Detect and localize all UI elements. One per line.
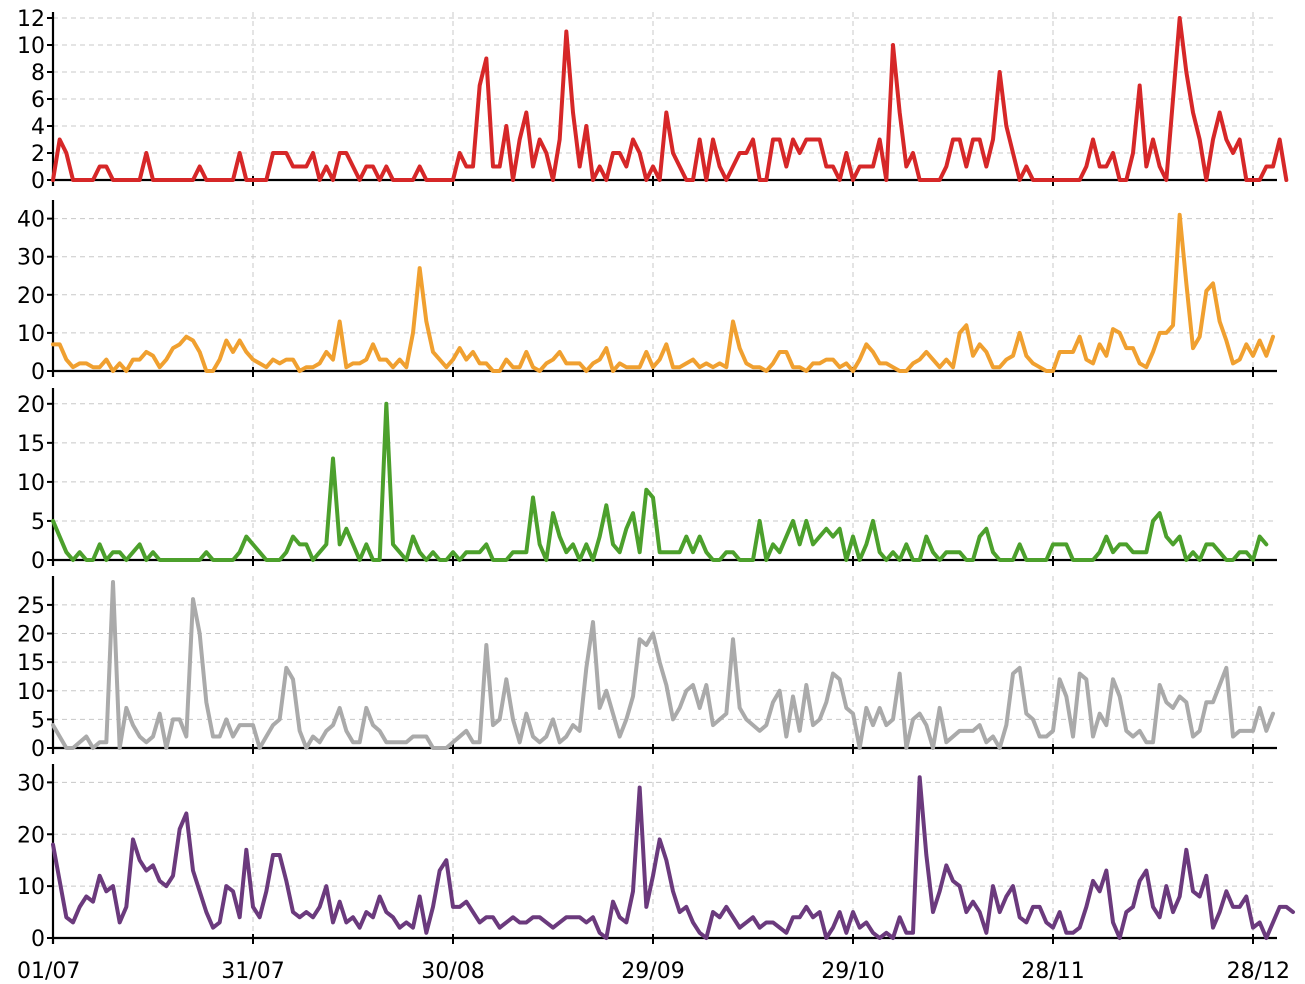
- y-tick-label: 12: [17, 7, 45, 32]
- y-tick-label: 20: [17, 623, 45, 648]
- series-line-4: [51, 580, 1276, 750]
- x-tick-label: 30/08: [421, 959, 484, 984]
- y-tick-label: 15: [17, 432, 45, 457]
- y-tick-label: 20: [17, 823, 45, 848]
- y-tick-label: 8: [31, 61, 45, 86]
- x-tick-label: 28/12: [1227, 959, 1290, 984]
- x-tick-label: 29/10: [821, 959, 884, 984]
- y-tick-label: 40: [17, 208, 45, 233]
- y-tick-label: 10: [17, 34, 45, 59]
- y-tick-label: 5: [31, 510, 45, 535]
- y-tick-label: 0: [31, 737, 45, 762]
- y-tick-label: 0: [31, 360, 45, 385]
- series-line-3: [51, 401, 1269, 562]
- y-tick-label: 20: [17, 284, 45, 309]
- y-tick-label: 0: [31, 549, 45, 574]
- y-tick-label: 0: [31, 169, 45, 194]
- y-tick-label: 6: [31, 88, 45, 113]
- y-tick-label: 0: [31, 927, 45, 952]
- y-tick-label: 4: [31, 115, 45, 140]
- series-line-1: [51, 16, 1289, 182]
- y-tick-label: 30: [17, 771, 45, 796]
- y-tick-label: 10: [17, 471, 45, 496]
- panel-5: 0 10 20 30: [17, 764, 1296, 952]
- panel-4: 0 5 10 15 20 25: [17, 576, 1277, 762]
- y-tick-label: 30: [17, 246, 45, 271]
- y-tick-label: 10: [17, 875, 45, 900]
- y-tick-label: 25: [17, 594, 45, 619]
- y-tick-label: 15: [17, 651, 45, 676]
- y-tick-label: 5: [31, 708, 45, 733]
- panel-3: 0 5 10 15 20: [17, 388, 1277, 574]
- y-tick-label: 20: [17, 393, 45, 418]
- x-tick-labels: 01/07 31/07 30/08 29/09 29/10 28/11 28/12: [17, 959, 1290, 984]
- x-tick-label: 01/07: [17, 959, 80, 984]
- panel-2: 0 10 20 30 40: [17, 200, 1277, 385]
- series-line-2: [51, 212, 1276, 373]
- series-line-5: [51, 775, 1296, 940]
- y-tick-label: 2: [31, 142, 45, 167]
- y-tick-label: 10: [17, 322, 45, 347]
- x-tick-label: 29/09: [621, 959, 684, 984]
- x-tick-label: 28/11: [1021, 959, 1084, 984]
- y-tick-label: 10: [17, 680, 45, 705]
- x-tick-label: 31/07: [221, 959, 284, 984]
